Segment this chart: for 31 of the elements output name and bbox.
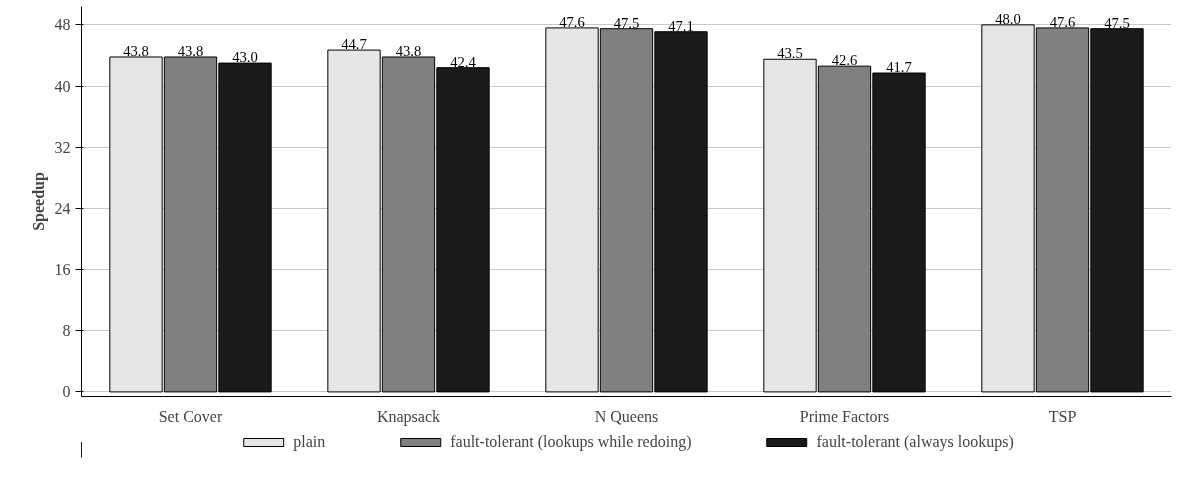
y-tick-label: 48 (54, 16, 71, 34)
y-tick-label: 0 (62, 383, 71, 401)
data-label: 48.0 (995, 10, 1021, 27)
x-tick-label: N Queens (594, 407, 659, 425)
legend-label: plain (293, 433, 326, 451)
x-tick-label: TSP (1048, 407, 1077, 425)
y-tick-label: 16 (54, 261, 71, 279)
data-label: 41.7 (886, 59, 912, 76)
data-label: 47.5 (1104, 14, 1130, 31)
x-tick-label: Knapsack (376, 407, 441, 426)
legend-label: fault-tolerant (always lookups) (816, 433, 1014, 451)
data-label: 47.6 (559, 13, 585, 30)
y-tick-label: 8 (62, 322, 71, 340)
legend-label: fault-tolerant (lookups while redoing) (450, 433, 692, 451)
x-tick-label: Prime Factors (799, 407, 890, 425)
y-tick-label: 24 (54, 199, 71, 217)
data-label: 43.8 (123, 42, 149, 59)
data-label: 43.0 (232, 49, 258, 66)
data-label: 44.7 (341, 36, 367, 53)
y-axis-title: Speedup (29, 172, 48, 231)
y-tick-label: 40 (54, 77, 71, 95)
data-label: 47.5 (613, 14, 640, 31)
data-label: 47.1 (668, 17, 694, 34)
data-label: 43.5 (777, 45, 803, 62)
data-label: 43.8 (395, 42, 422, 59)
x-tick-label: Set Cover (158, 407, 223, 425)
data-label: 43.8 (177, 42, 204, 59)
data-label: 42.6 (831, 52, 858, 69)
data-label: 47.6 (1049, 13, 1076, 30)
y-tick-label: 32 (54, 138, 71, 156)
data-label: 42.4 (450, 53, 477, 70)
